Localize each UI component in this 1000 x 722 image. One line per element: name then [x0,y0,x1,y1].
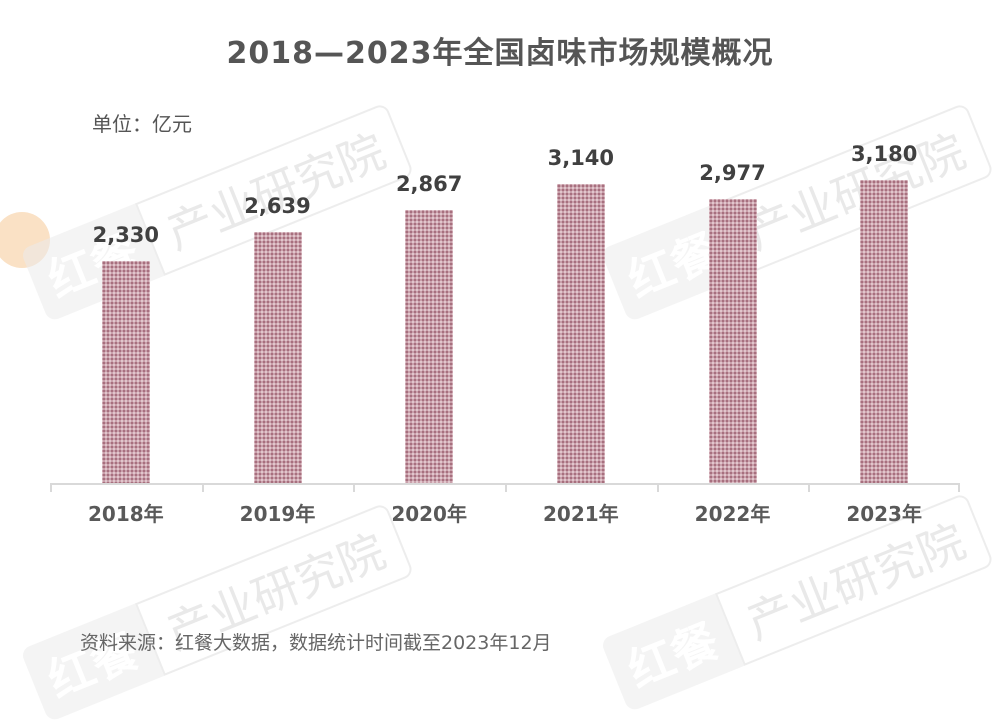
x-axis-category-label: 2019年 [239,502,316,526]
watermark-brand: 红餐 [20,603,165,722]
brand-logo-dot [0,212,50,268]
x-axis-tick [201,483,204,492]
x-axis-category-label: 2020年 [391,502,467,526]
bar-value-label: 2,977 [699,161,766,186]
x-axis-tick [808,483,811,492]
watermark-bottom-left: 红餐 产业研究院 [20,502,415,722]
plot-area: 2,330 2,639 2,867 3,140 2,977 3,180 [50,100,960,483]
x-axis-tick [50,483,52,492]
source-note: 资料来源：红餐大数据，数据统计时间截至2023年12月 [80,632,552,654]
bar-2018年 [101,261,150,483]
unit-label: 单位：亿元 [92,112,192,136]
bar-2021年 [556,183,605,483]
x-axis-category-label: 2018年 [87,502,164,526]
bar-2020年 [405,209,454,483]
bar-value-label: 3,180 [850,142,918,166]
bar-value-label: 2,639 [244,193,311,218]
x-axis-tick [505,483,507,492]
x-axis-category-label: 2022年 [694,502,771,526]
bar-value-label: 2,330 [92,222,160,247]
bar-2019年 [253,231,302,483]
x-axis-tick [656,483,659,492]
chart-title: 2018—2023年全国卤味市场规模概况 [226,36,774,71]
x-axis-category-label: 2021年 [542,502,619,526]
bar-value-label: 2,867 [395,171,463,196]
x-axis-tick [353,483,356,492]
bar-2022年 [708,199,757,483]
bar-value-label: 3,140 [547,145,615,170]
x-axis-tick [958,483,960,492]
watermark-brand: 红餐 [600,593,745,713]
x-axis-category-label: 2023年 [846,502,922,526]
bar-2023年 [860,180,909,483]
